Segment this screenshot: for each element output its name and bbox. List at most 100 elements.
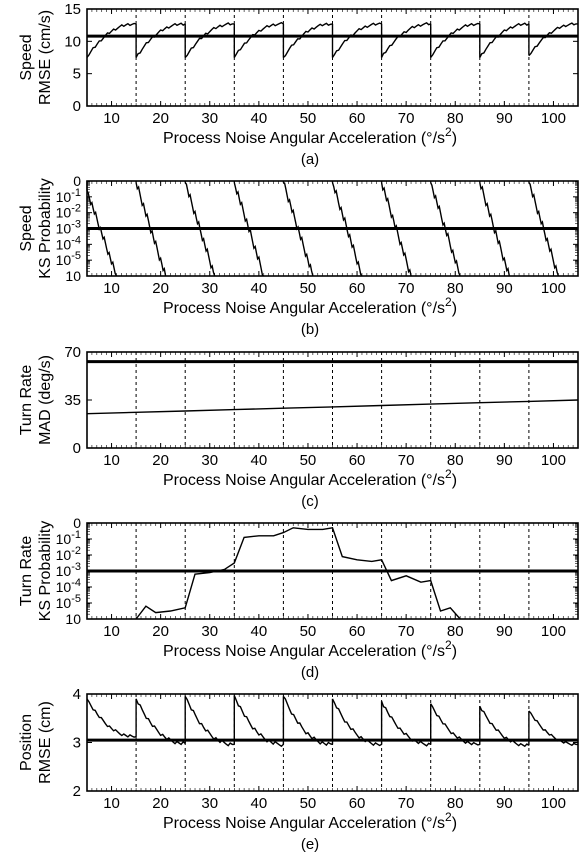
x-tick-label: 60: [349, 795, 366, 812]
x-tick-label: 70: [398, 452, 415, 469]
x-axis-label: Process Noise Angular Acceleration (°/s2…: [163, 125, 457, 147]
data-segment: [283, 181, 314, 277]
y-tick-label: 70: [64, 344, 81, 361]
data-segment: [135, 698, 186, 746]
y-tick-label: 5: [73, 66, 81, 83]
x-tick-label: 40: [251, 280, 268, 297]
y-tick-label: 10: [64, 33, 81, 50]
x-tick-label: 100: [541, 110, 566, 127]
y-axis-label-line: RMSE (cm/s): [37, 10, 54, 105]
plot-frame: [86, 351, 579, 449]
data-segment: [380, 21, 431, 58]
y-axis-label-line: MAD (deg/s): [37, 355, 54, 445]
plot-frame: [86, 693, 579, 792]
panel-label: (a): [301, 151, 319, 168]
data-segment: [528, 182, 560, 277]
data-line: [135, 527, 461, 620]
plot-frame: [86, 8, 579, 107]
x-tick-label: 50: [300, 623, 317, 640]
x-tick-label: 60: [349, 110, 366, 127]
data-segment: [86, 698, 137, 738]
y-tick-label: 0: [73, 515, 81, 531]
x-tick-label: 90: [496, 623, 513, 640]
x-tick-label: 60: [349, 452, 366, 469]
data-segment: [331, 22, 382, 58]
x-tick-label: 60: [349, 623, 366, 640]
data-segment: [135, 182, 167, 277]
x-tick-label: 90: [496, 452, 513, 469]
x-tick-label: 30: [201, 110, 218, 127]
x-tick-label: 80: [447, 452, 464, 469]
x-tick-label: 20: [152, 110, 169, 127]
x-tick-label: 50: [300, 110, 317, 127]
x-tick-label: 10: [103, 623, 120, 640]
y-axis-label-line: Position: [18, 714, 35, 771]
data-segment: [528, 710, 578, 747]
x-tick-label: 70: [398, 280, 415, 297]
x-tick-label: 40: [251, 110, 268, 127]
y-axis-label-line: KS Probability: [37, 521, 54, 622]
y-axis-label-line: Speed: [18, 34, 35, 80]
y-axis-label-line: KS Probability: [37, 178, 54, 279]
x-tick-label: 50: [300, 795, 317, 812]
data-segment: [184, 182, 216, 277]
x-tick-label: 70: [398, 110, 415, 127]
data-segment: [86, 22, 137, 58]
x-tick-label: 10: [103, 110, 120, 127]
y-tick-label: 15: [64, 1, 81, 18]
x-tick-label: 10: [103, 280, 120, 297]
panel-label: (d): [301, 664, 319, 681]
y-axis-label-line: Turn Rate: [18, 365, 35, 436]
data-segment: [282, 695, 333, 747]
x-tick-label: 80: [447, 623, 464, 640]
panel-label: (e): [301, 836, 319, 853]
y-axis-label-line: RMSE (cm): [37, 701, 54, 784]
y-axis-label: Speed KS Probability: [18, 178, 54, 279]
x-tick-label: 100: [541, 280, 566, 297]
x-tick-label: 10: [103, 452, 120, 469]
y-tick-label: 10-5: [56, 250, 81, 268]
x-tick-label: 30: [201, 623, 218, 640]
data-segment: [380, 182, 412, 277]
chart-panel-4: 10 20 30 40 50 60 70 80 90 100010-110-210-310-410…: [18, 515, 579, 681]
data-segment: [479, 182, 510, 277]
x-tick-label: 80: [447, 795, 464, 812]
y-tick-label: 4: [73, 686, 81, 703]
x-tick-label: 50: [300, 452, 317, 469]
data-segment: [430, 22, 480, 58]
y-tick-label: 10: [65, 611, 81, 627]
y-tick-label: 35: [64, 392, 81, 409]
y-tick-label: 2: [73, 783, 81, 800]
data-segment: [184, 22, 235, 58]
y-tick-label: 3: [73, 735, 81, 752]
x-tick-label: 40: [251, 795, 268, 812]
data-segment: [86, 190, 118, 277]
data-segment: [233, 21, 284, 58]
x-tick-label: 20: [152, 623, 169, 640]
y-tick-label: 10: [65, 268, 81, 284]
data-segment: [331, 698, 382, 747]
x-tick-label: 90: [496, 110, 513, 127]
data-segment: [233, 182, 265, 277]
y-tick-label: 0: [73, 173, 81, 189]
y-tick-label: 0: [73, 98, 81, 115]
x-tick-label: 30: [201, 795, 218, 812]
plot-frame: [86, 522, 579, 620]
data-segment: [479, 705, 530, 748]
panel-label: (b): [301, 321, 319, 338]
y-axis-label: Turn Rate MAD (deg/s): [18, 355, 54, 445]
x-axis-label: Process Noise Angular Acceleration (°/s2…: [163, 295, 457, 317]
y-axis-label: Turn Rate KS Probability: [18, 521, 54, 622]
chart-panel-3: 10 20 30 40 50 60 70 80 90 100 0 35 70 Turn Rate MAD (…: [18, 344, 579, 510]
panel-label: (c): [301, 493, 319, 510]
x-tick-label: 40: [251, 452, 268, 469]
data-segment: [380, 701, 432, 747]
x-tick-label: 50: [300, 280, 317, 297]
chart-panel-1: 10 20 30 40 50 60 70 80 90 100 0 5 10 15 Speed RMSE (cm…: [18, 1, 579, 168]
x-tick-label: 40: [251, 623, 268, 640]
x-tick-label: 90: [496, 280, 513, 297]
x-tick-label: 30: [201, 452, 218, 469]
x-axis-label: Process Noise Angular Acceleration (°/s2…: [163, 467, 457, 489]
y-axis-label-line: Turn Rate: [18, 536, 35, 607]
chart-panel-2: 10 20 30 40 50 60 70 80 90 100010-110-210-310-410…: [18, 173, 579, 338]
